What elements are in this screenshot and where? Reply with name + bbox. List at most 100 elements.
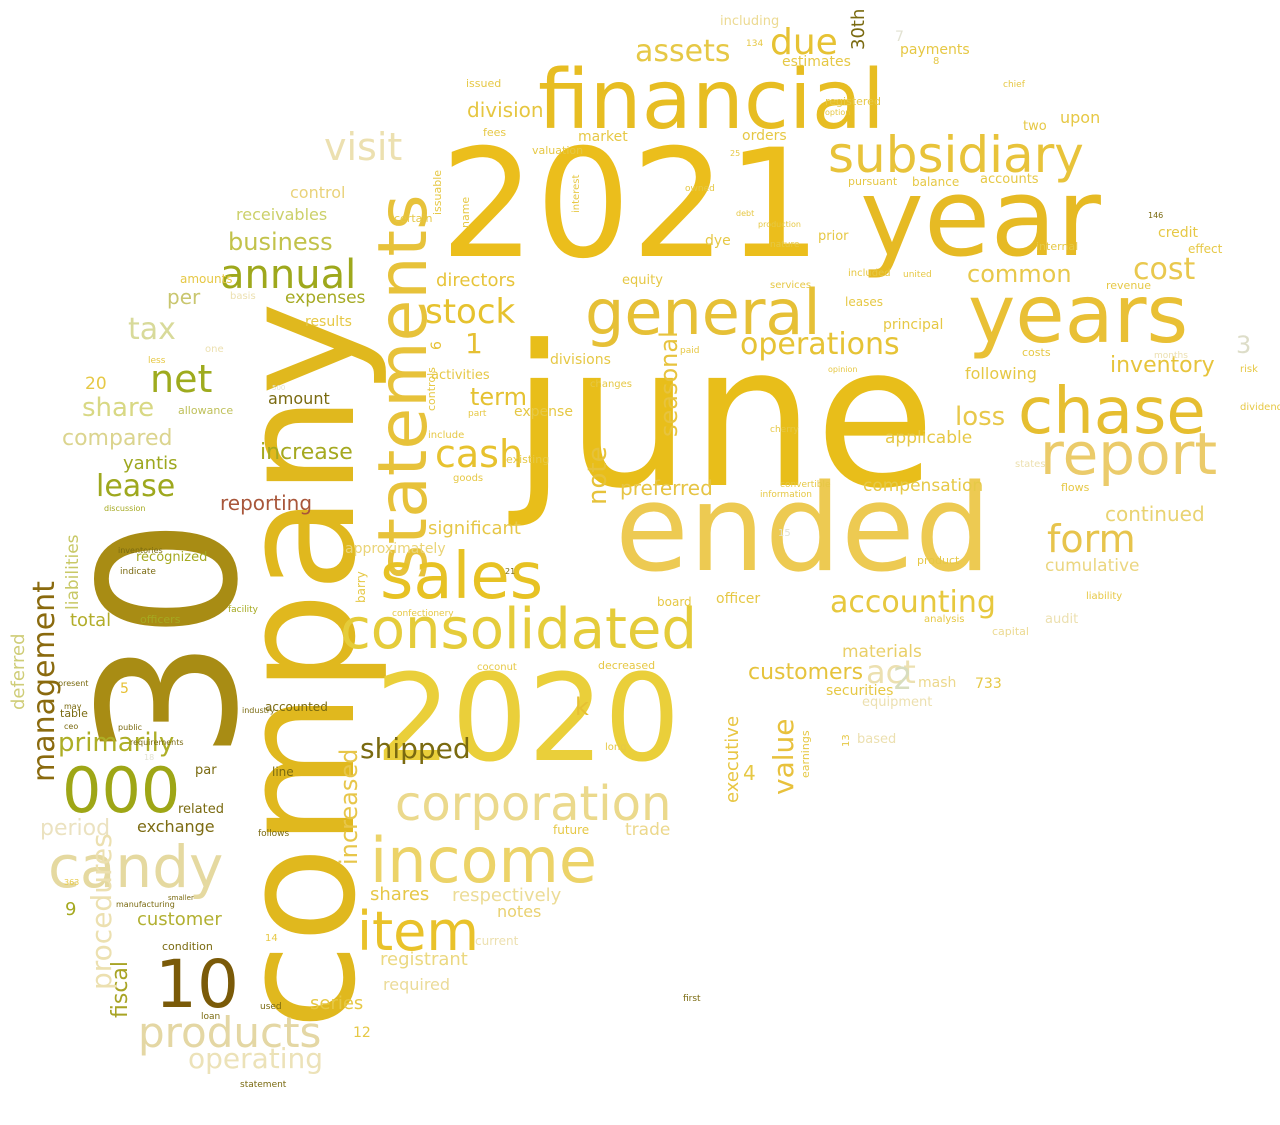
cloud-word: services xyxy=(770,280,812,291)
cloud-word: based xyxy=(857,732,897,747)
cloud-word: trade xyxy=(625,820,671,840)
cloud-word: dividends xyxy=(1240,402,1280,413)
cloud-word: costs xyxy=(1022,346,1051,359)
cloud-word: balance xyxy=(912,175,960,189)
cloud-word: table xyxy=(60,707,88,720)
cloud-word: equipment xyxy=(862,695,933,710)
cloud-word: issued xyxy=(466,77,502,90)
cloud-word: indicate xyxy=(120,567,156,577)
cloud-word: liabilities xyxy=(63,534,83,610)
cloud-word: barry xyxy=(354,571,368,603)
cloud-word: ceo xyxy=(64,722,79,731)
cloud-word: smaller xyxy=(168,894,194,902)
cloud-word: applicable xyxy=(885,428,973,448)
cloud-word: materials xyxy=(842,642,922,662)
cloud-word: months xyxy=(1154,351,1188,361)
cloud-word: prior xyxy=(818,229,849,244)
cloud-word: increased xyxy=(335,748,363,865)
cloud-word: principal xyxy=(883,317,944,333)
cloud-word: compared xyxy=(62,426,173,451)
cloud-word: loss xyxy=(955,402,1006,432)
cloud-word: directors xyxy=(436,270,516,291)
cloud-word: revenue xyxy=(1106,279,1152,292)
cloud-word: less xyxy=(148,356,166,366)
cloud-word: paid xyxy=(680,346,700,356)
cloud-word: industry xyxy=(242,706,275,715)
cloud-word: candy xyxy=(48,833,224,901)
cloud-word: decreased xyxy=(598,659,656,672)
cloud-word: coconut xyxy=(477,662,517,673)
cloud-word: chase xyxy=(1018,375,1206,449)
cloud-word: registered xyxy=(825,95,881,108)
cloud-word: states xyxy=(1015,459,1046,470)
cloud-word: cumulative xyxy=(1045,556,1140,576)
cloud-word: 2 xyxy=(893,662,913,697)
cloud-word: securities xyxy=(826,683,894,699)
cloud-word: one xyxy=(205,344,224,355)
cloud-word: pursuant xyxy=(848,175,898,188)
cloud-word: seasonal xyxy=(655,331,683,437)
cloud-word: financial xyxy=(538,53,885,148)
cloud-word: expense xyxy=(514,404,573,420)
cloud-word: 9 xyxy=(65,899,77,920)
cloud-word: divisions xyxy=(550,352,611,368)
cloud-word: 18 xyxy=(144,753,155,762)
cloud-word: 4 xyxy=(743,761,756,785)
cloud-word: 25 xyxy=(730,149,741,158)
cloud-word: goods xyxy=(453,473,484,484)
cloud-word: item xyxy=(357,900,480,963)
cloud-word: 1 xyxy=(465,327,483,360)
cloud-word: orders xyxy=(742,128,787,144)
cloud-word: approximately xyxy=(345,541,446,557)
cloud-word: 2020 xyxy=(375,650,681,789)
cloud-word: equity xyxy=(622,273,663,288)
cloud-word: total xyxy=(70,610,112,631)
cloud-word: first xyxy=(683,994,701,1004)
cloud-word: 000 xyxy=(62,754,181,827)
cloud-word: 15 xyxy=(778,528,791,539)
cloud-word: required xyxy=(383,975,451,994)
cloud-word: liability xyxy=(1086,591,1123,602)
cloud-word: product xyxy=(917,554,960,567)
cloud-word: flows xyxy=(1061,481,1090,494)
cloud-word: statement xyxy=(240,1080,287,1090)
cloud-word: audit xyxy=(1045,612,1079,627)
cloud-word: business xyxy=(228,228,333,256)
cloud-word: fees xyxy=(483,126,507,139)
cloud-word: basis xyxy=(230,291,256,302)
cloud-word: 20 xyxy=(85,374,107,394)
cloud-word: follows xyxy=(258,829,290,839)
cloud-word: confectionery xyxy=(392,609,454,619)
cloud-word: inventories xyxy=(118,546,163,555)
cloud-word: information xyxy=(760,490,812,500)
cloud-word: compensation xyxy=(863,476,984,496)
cloud-word: public xyxy=(118,723,143,732)
cloud-word: increase xyxy=(260,440,353,465)
cloud-word: value xyxy=(767,718,800,795)
cloud-word: procedures xyxy=(85,833,118,990)
cloud-word: years xyxy=(968,268,1189,361)
cloud-word: debt xyxy=(736,209,755,218)
cloud-word: analysis xyxy=(924,614,965,625)
cloud-word: allowance xyxy=(178,404,234,417)
cloud-word: due xyxy=(770,22,838,63)
cloud-word: general xyxy=(585,276,821,349)
cloud-word: division xyxy=(467,98,544,122)
cloud-word: facility xyxy=(228,605,258,615)
cloud-word: continued xyxy=(1105,502,1205,526)
cloud-word: report xyxy=(1040,420,1218,488)
cloud-word: cash xyxy=(435,432,524,476)
cloud-word: common xyxy=(967,260,1072,288)
cloud-word: united xyxy=(903,270,932,280)
cloud-word: estimates xyxy=(782,54,851,70)
cloud-word: tax xyxy=(128,312,176,347)
cloud-word: operations xyxy=(740,327,900,362)
cloud-word: notes xyxy=(497,902,542,921)
cloud-word: board xyxy=(657,595,692,609)
cloud-word: ended xyxy=(615,460,992,599)
cloud-word: present xyxy=(58,679,89,688)
cloud-word: period xyxy=(40,816,111,841)
cloud-word: two xyxy=(1023,119,1047,134)
cloud-word: corporation xyxy=(395,776,672,832)
